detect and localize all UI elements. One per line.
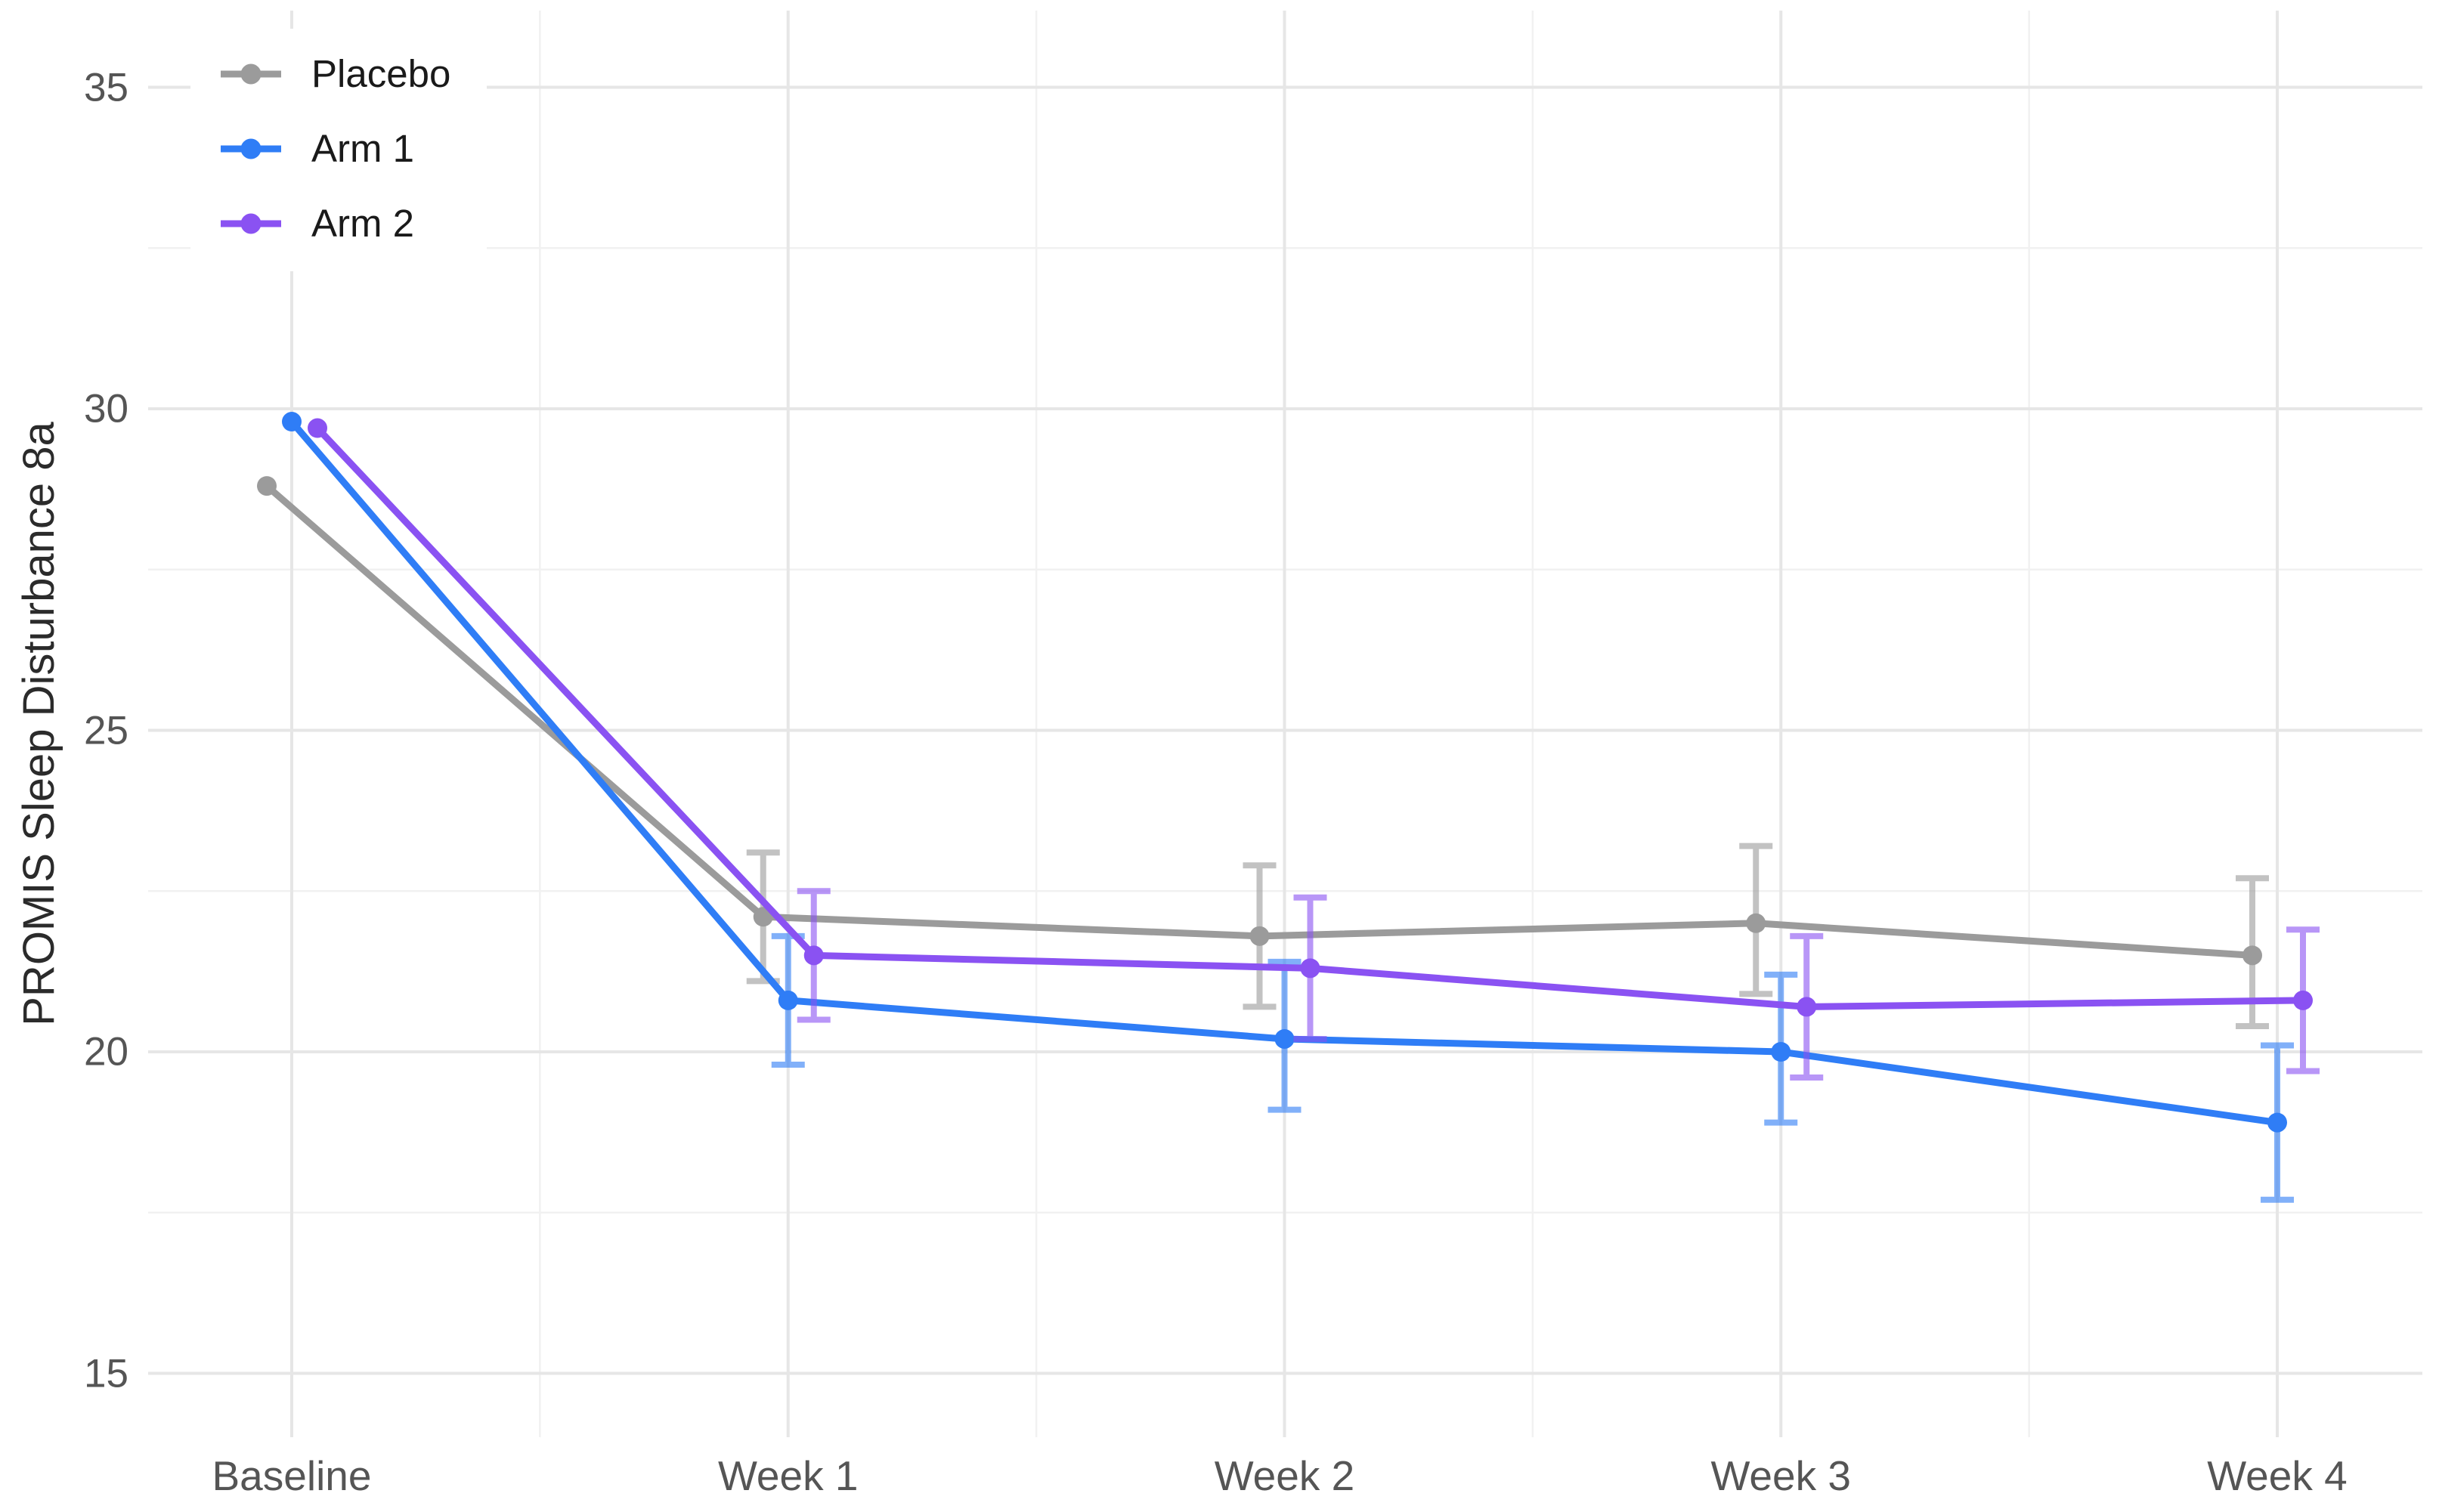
y-tick-label-30: 30	[84, 386, 128, 431]
x-tick-label-week-3: Week 3	[1710, 1452, 1851, 1499]
legend-key-icon	[221, 213, 281, 233]
legend: Placebo Arm 1 Arm 2	[190, 29, 487, 271]
legend-label: Arm 1	[311, 127, 415, 170]
major-gridlines	[148, 11, 2422, 1437]
x-tick-label-week-4: Week 4	[2207, 1452, 2348, 1499]
legend-item-placebo: Placebo	[190, 36, 487, 111]
x-tick-label-baseline: Baseline	[212, 1452, 372, 1499]
data-point	[282, 412, 302, 432]
series-arm-2	[308, 418, 2320, 1081]
y-tick-label-20: 20	[84, 1029, 128, 1074]
data-point	[1249, 926, 1270, 946]
data-point	[2242, 945, 2262, 966]
legend-key-icon	[221, 138, 281, 159]
error-bars	[746, 843, 2269, 1029]
legend-key-icon	[221, 63, 281, 84]
legend-label: Arm 2	[311, 202, 415, 245]
series-placebo	[257, 476, 2269, 1029]
data-point	[1771, 1042, 1791, 1062]
data-point	[1746, 913, 1766, 933]
y-tick-label-15: 15	[84, 1351, 128, 1396]
x-tick-label-week-2: Week 2	[1214, 1452, 1355, 1499]
data-point	[2293, 990, 2313, 1010]
data-point	[308, 418, 327, 438]
data-point	[1797, 997, 1817, 1017]
data-point	[1274, 1028, 1295, 1049]
data-point	[1300, 958, 1320, 979]
x-tick-label-week-1: Week 1	[718, 1452, 859, 1499]
data-point	[778, 990, 798, 1010]
data-point	[803, 945, 824, 966]
legend-item-arm-2: Arm 2	[190, 186, 487, 261]
legend-label: Placebo	[311, 52, 451, 95]
series-arm-1	[282, 412, 2294, 1203]
legend-item-arm-1: Arm 1	[190, 111, 487, 186]
data-point	[753, 907, 773, 927]
data-point	[2267, 1112, 2287, 1133]
y-tick-label-35: 35	[84, 65, 128, 110]
data-point	[257, 476, 277, 496]
y-tick-label-25: 25	[84, 708, 128, 753]
